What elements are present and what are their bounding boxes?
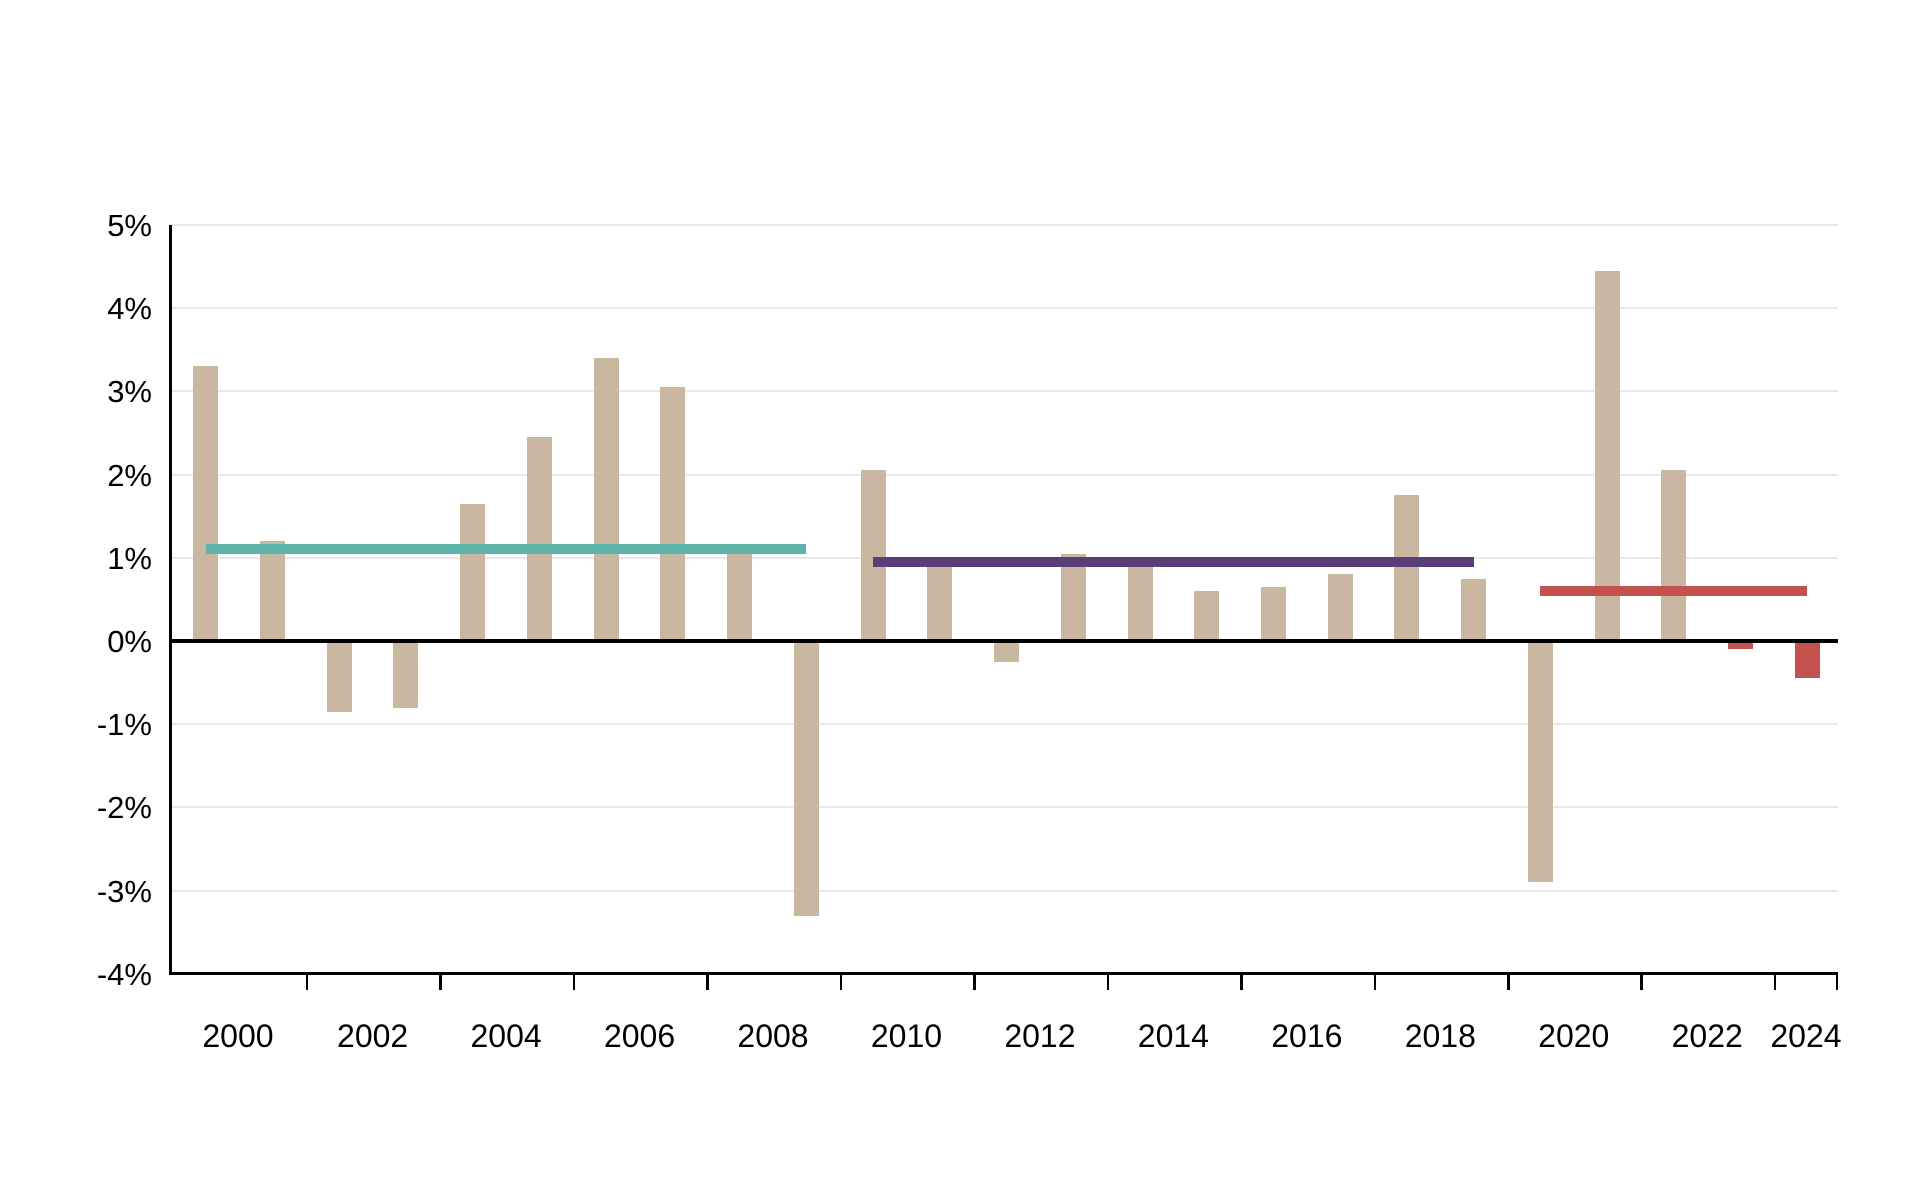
bar-2014 bbox=[1127, 566, 1153, 641]
y-axis-label--1pct: -1% bbox=[96, 707, 152, 743]
x-axis-label-2002: 2002 bbox=[337, 1018, 409, 1054]
bar-2021 bbox=[1594, 270, 1620, 641]
bar-2020 bbox=[1527, 641, 1553, 883]
y-axis-label-4pct: 4% bbox=[107, 291, 152, 327]
x-axis-label-2022: 2022 bbox=[1671, 1018, 1743, 1054]
bar-2006 bbox=[593, 358, 619, 641]
gridline-3pct bbox=[170, 390, 1838, 393]
x-axis-tick bbox=[572, 973, 576, 990]
bar-2005 bbox=[526, 437, 552, 641]
x-axis-tick bbox=[1373, 973, 1377, 990]
x-axis-tick bbox=[1773, 973, 1777, 990]
bar-2019 bbox=[1461, 578, 1487, 641]
bar-2017 bbox=[1327, 574, 1353, 641]
x-axis-label-2014: 2014 bbox=[1137, 1018, 1209, 1054]
bar-2012 bbox=[994, 641, 1020, 662]
gridline--1pct bbox=[170, 723, 1838, 726]
x-axis-tick bbox=[1640, 973, 1643, 990]
x-axis-label-2018: 2018 bbox=[1404, 1018, 1476, 1054]
y-axis-label-1pct: 1% bbox=[107, 540, 152, 576]
avg-line-average-2000-2009 bbox=[205, 544, 807, 555]
bar-2009 bbox=[793, 641, 819, 916]
x-axis-label-2008: 2008 bbox=[737, 1018, 809, 1054]
x-axis-label-2016: 2016 bbox=[1271, 1018, 1343, 1054]
gridline-4pct bbox=[170, 307, 1838, 310]
x-axis-label-2004: 2004 bbox=[470, 1018, 542, 1054]
x-axis-tick bbox=[706, 973, 709, 990]
x-axis-tick bbox=[305, 973, 309, 990]
bar-2015 bbox=[1194, 591, 1220, 641]
bar-2013 bbox=[1060, 553, 1086, 641]
y-axis-label-3pct: 3% bbox=[107, 374, 152, 410]
bar-2008 bbox=[727, 549, 753, 641]
y-axis-label--3pct: -3% bbox=[96, 873, 152, 909]
y-axis-label--2pct: -2% bbox=[96, 790, 152, 826]
y-axis-label--4pct: -4% bbox=[96, 956, 152, 992]
gridline--3pct bbox=[170, 889, 1838, 892]
avg-line-average-2020-2024 bbox=[1540, 586, 1808, 597]
bar-2003 bbox=[393, 641, 419, 708]
gridline-2pct bbox=[170, 473, 1838, 476]
x-axis-tick bbox=[1507, 973, 1510, 990]
x-axis-line bbox=[169, 972, 1838, 976]
bar-2010 bbox=[860, 470, 886, 641]
x-axis-tick bbox=[1106, 973, 1110, 990]
y-axis-line bbox=[169, 225, 172, 974]
avg-line-average-2010-2019 bbox=[873, 556, 1474, 567]
bar-2024 bbox=[1794, 641, 1820, 679]
x-axis-label-2020: 2020 bbox=[1538, 1018, 1610, 1054]
bar-2018 bbox=[1394, 495, 1420, 641]
x-axis-label-2006: 2006 bbox=[603, 1018, 676, 1054]
bar-2007 bbox=[660, 387, 686, 641]
gridline--2pct bbox=[170, 806, 1838, 809]
bar-2022 bbox=[1661, 470, 1687, 641]
x-axis-tick bbox=[973, 973, 976, 990]
y-axis-label-5pct: 5% bbox=[107, 208, 152, 243]
x-axis-label-2010: 2010 bbox=[870, 1018, 943, 1054]
zero-baseline bbox=[170, 639, 1838, 643]
x-axis-label-2000: 2000 bbox=[202, 1018, 274, 1054]
bar-2001 bbox=[260, 541, 286, 641]
gridline-5pct bbox=[170, 224, 1838, 226]
y-axis-label-2pct: 2% bbox=[107, 457, 152, 493]
x-axis-end-tick bbox=[1835, 973, 1838, 990]
bar-2004 bbox=[460, 503, 486, 641]
x-axis-tick bbox=[839, 973, 843, 990]
x-axis-label-2024: 2024 bbox=[1770, 1018, 1842, 1054]
bar-2011 bbox=[927, 566, 953, 641]
bar-2002 bbox=[326, 641, 352, 712]
bar-2000 bbox=[193, 366, 219, 641]
x-axis-label-2012: 2012 bbox=[1004, 1018, 1076, 1054]
x-axis-tick bbox=[439, 973, 442, 990]
x-axis-tick bbox=[1240, 973, 1243, 990]
bar-2016 bbox=[1260, 586, 1286, 641]
bar-2023 bbox=[1728, 641, 1754, 650]
y-axis-label-0pct: 0% bbox=[107, 624, 152, 659]
